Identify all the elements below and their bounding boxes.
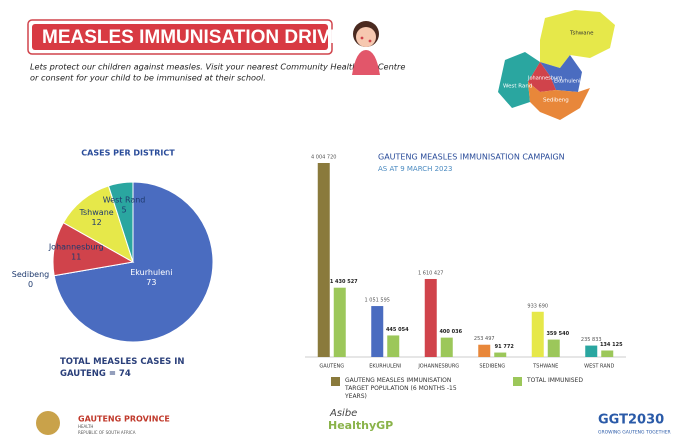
bar-value-label: 1 610 427 bbox=[418, 270, 443, 276]
bar-value-label: 134 125 bbox=[600, 342, 623, 348]
bar bbox=[478, 344, 491, 357]
map-label: Johannesburg bbox=[527, 76, 562, 82]
intro-line: Lets protect our children against measle… bbox=[30, 62, 405, 72]
pie-label: Sedibeng bbox=[12, 270, 49, 279]
bar-value-label: 253 497 bbox=[474, 336, 495, 342]
bar-value-label: 4 004 720 bbox=[311, 155, 336, 161]
footer-text: GGT2030 bbox=[598, 413, 664, 428]
girl-illustration bbox=[352, 21, 380, 75]
x-tick-label: TSHWANE bbox=[532, 364, 558, 370]
map-label: Sedibeng bbox=[543, 98, 569, 104]
bar-value-label: 933 690 bbox=[527, 303, 548, 309]
pie-label: Ekurhuleni bbox=[130, 268, 172, 277]
legend-swatch bbox=[513, 377, 522, 386]
pie-slice bbox=[62, 185, 134, 264]
x-tick-label: GAUTENG bbox=[319, 364, 344, 370]
pie-label: Johannesburg bbox=[48, 243, 104, 252]
pie-label: Tshwane bbox=[78, 208, 113, 217]
legend-label: GAUTENG MEASLES IMMUNISATION TARGET POPU… bbox=[345, 377, 457, 400]
pie-label: West Rand bbox=[103, 196, 146, 205]
pie-value: 0 bbox=[28, 280, 33, 289]
bar bbox=[371, 306, 384, 357]
map: Tshwane Johannesburg Ekurhuleni West Ran… bbox=[498, 10, 615, 120]
bar-value-label: 235 833 bbox=[581, 337, 602, 343]
bar bbox=[547, 339, 560, 357]
x-tick-label: WEST RAND bbox=[584, 364, 614, 370]
footer: GAUTENG PROVINCE HEALTH REPUBLIC OF SOUT… bbox=[36, 408, 671, 436]
bar-value-label: 400 036 bbox=[439, 329, 462, 335]
footer-text: GAUTENG PROVINCE bbox=[78, 415, 170, 424]
title: MEASLES IMMUNISATION DRIVE bbox=[42, 27, 343, 48]
footer-text: GROWING GAUTENG TOGETHER bbox=[598, 430, 671, 436]
bar bbox=[440, 337, 453, 357]
pie-title: CASES PER DISTRICT bbox=[81, 149, 175, 158]
x-tick-label: EKURHULENI bbox=[369, 364, 401, 370]
bar-value-label: 359 540 bbox=[546, 331, 569, 337]
x-tick-label: SEDIBENG bbox=[479, 364, 505, 370]
bar-value-label: 1 430 527 bbox=[330, 279, 358, 285]
pie-value: 11 bbox=[71, 253, 81, 262]
total-cases: TOTAL MEASLES CASES IN GAUTENG = 74 bbox=[60, 357, 185, 379]
bar bbox=[601, 350, 614, 357]
bar bbox=[333, 287, 346, 357]
footer-text: HEALTH bbox=[78, 424, 93, 429]
legend-label: TOTAL IMMUNISED bbox=[527, 377, 583, 384]
bar bbox=[387, 335, 400, 357]
pie-value: 73 bbox=[146, 278, 156, 287]
bar bbox=[494, 352, 507, 357]
footer-text: Asibe bbox=[329, 408, 357, 419]
bar-value-label: 91 772 bbox=[495, 344, 515, 350]
intro-line: or consent for your child to be immunise… bbox=[30, 73, 266, 83]
bar bbox=[585, 345, 598, 357]
pie-slice bbox=[107, 181, 134, 263]
footer-text: REPUBLIC OF SOUTH AFRICA bbox=[78, 430, 136, 435]
pie-value: 5 bbox=[122, 206, 127, 215]
map-label: Ekurhuleni bbox=[554, 79, 580, 85]
map-label: West Rand bbox=[503, 84, 532, 90]
x-tick-label: JOHANNESBURG bbox=[417, 364, 459, 370]
bar-value-label: 1 051 595 bbox=[365, 298, 390, 304]
legend-swatch bbox=[331, 377, 340, 386]
pie-value: 12 bbox=[91, 218, 101, 227]
bar bbox=[531, 311, 544, 357]
bar-value-label: 445 054 bbox=[386, 327, 409, 333]
banner bbox=[32, 24, 328, 50]
bar-title: GAUTENG MEASLES IMMUNISATION CAMPAIGN bbox=[378, 153, 565, 162]
bar bbox=[317, 163, 330, 357]
bar-subtitle: AS AT 9 MARCH 2023 bbox=[378, 165, 452, 173]
footer-text: HealthyGP bbox=[328, 419, 393, 432]
bar bbox=[424, 278, 437, 357]
map-label: Tshwane bbox=[569, 31, 594, 37]
